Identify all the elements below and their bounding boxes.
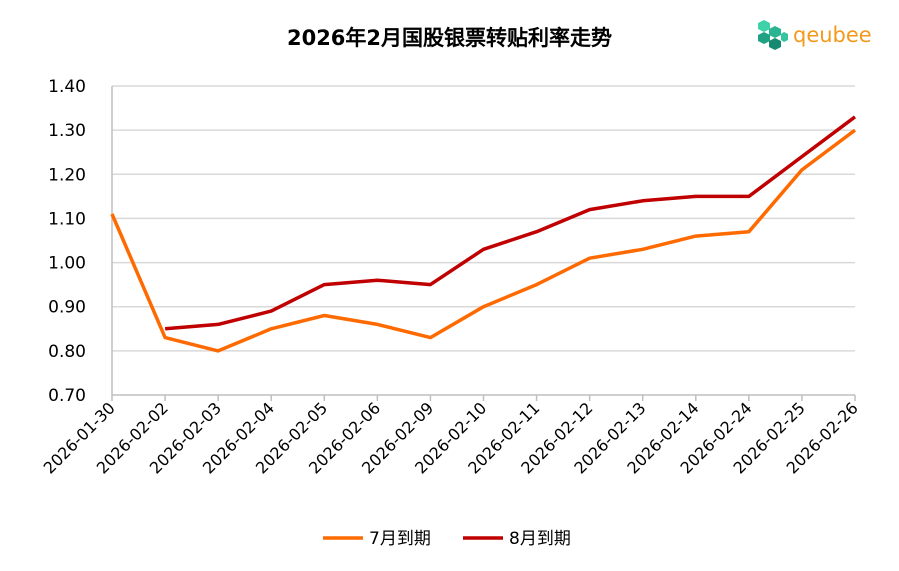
y-tick-label: 0.90 bbox=[48, 298, 86, 318]
y-tick-label: 1.30 bbox=[48, 121, 86, 141]
y-tick-label: 1.20 bbox=[48, 165, 86, 185]
legend-label: 8月到期 bbox=[509, 529, 571, 549]
y-tick-label: 0.80 bbox=[48, 342, 86, 362]
logo-text: qeubee bbox=[793, 23, 872, 47]
qeubee-logo: qeubee bbox=[755, 18, 872, 52]
y-tick-label: 1.40 bbox=[48, 77, 86, 97]
chart-title: 2026年2月国股银票转贴利率走势 bbox=[286, 26, 613, 50]
series-line-2 bbox=[164, 115, 857, 331]
cube-logo-icon bbox=[758, 20, 788, 50]
series-line-1 bbox=[110, 128, 857, 353]
y-tick-label: 1.00 bbox=[48, 254, 86, 274]
y-tick-label: 0.70 bbox=[48, 386, 86, 406]
y-tick-label: 1.10 bbox=[48, 209, 86, 229]
legend-label: 7月到期 bbox=[369, 529, 431, 549]
